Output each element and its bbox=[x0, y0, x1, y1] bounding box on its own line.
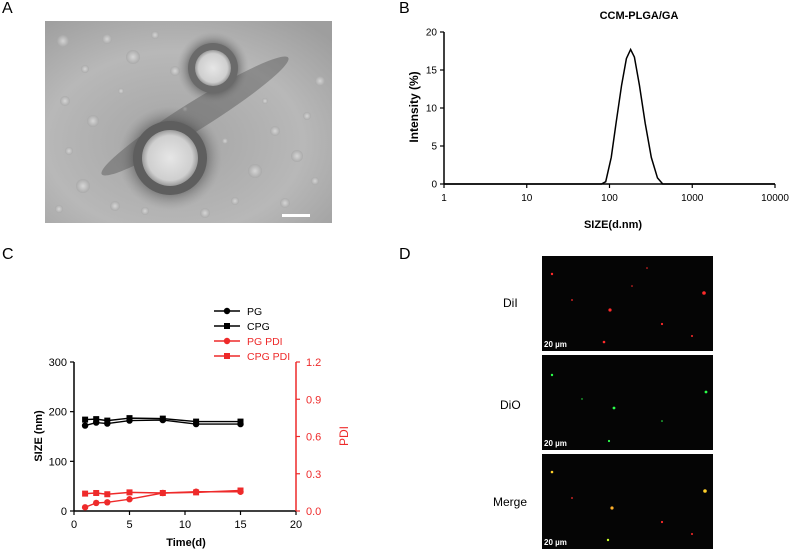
chart-b-y-tick-label: 20 bbox=[426, 28, 438, 39]
chart-c-y-tick-label: 300 bbox=[49, 357, 67, 369]
chart-c-point-cpg bbox=[237, 418, 244, 425]
chart-b-y-tick-label: 5 bbox=[431, 142, 437, 153]
chart-c-x-tick-label: 5 bbox=[126, 519, 132, 531]
chart-c-y2-tick-label: 0.6 bbox=[306, 432, 321, 444]
legend-label-cpg-pdi: CPG PDI bbox=[247, 351, 290, 363]
legend-label-pg-pdi: PG PDI bbox=[247, 336, 283, 348]
chart-c-point-pg-pdi bbox=[104, 499, 111, 506]
chart-b-x-tick-label: 10 bbox=[521, 193, 533, 204]
chart-c-point-cpg-pdi bbox=[193, 489, 200, 496]
scale-label-dii: 20 µm bbox=[544, 340, 567, 349]
chart-b-x-tick-label: 1000 bbox=[681, 193, 704, 204]
image-label-merge: Merge bbox=[493, 495, 528, 509]
chart-c-x-tick-label: 20 bbox=[290, 519, 302, 531]
fluorescence-image-dii: 20 µm bbox=[542, 256, 713, 351]
stability-chart: SIZE (nm) PDI Time(d) 0 5 10 15 200100200300… bbox=[33, 306, 351, 549]
image-label-dii: DiI bbox=[503, 296, 518, 310]
chart-c-point-pg-pdi bbox=[126, 496, 133, 503]
chart-c-point-cpg bbox=[193, 418, 200, 425]
chart-b-x-tick-label: 10000 bbox=[761, 193, 789, 204]
chart-c-y-tick-label: 200 bbox=[49, 407, 67, 419]
chart-b-series-line bbox=[444, 47, 775, 185]
chart-c-y2label: PDI bbox=[337, 426, 351, 446]
chart-c-y2-tick-label: 0.0 bbox=[306, 506, 321, 518]
panel-letter-b: B bbox=[399, 0, 410, 17]
chart-c-point-cpg-pdi bbox=[104, 491, 111, 498]
chart-c-point-cpg-pdi bbox=[126, 489, 133, 496]
chart-c-point-cpg-pdi bbox=[237, 487, 244, 494]
chart-c-point-cpg-pdi bbox=[82, 490, 89, 497]
chart-c-x-tick-label: 15 bbox=[234, 519, 246, 531]
legend-marker-pg bbox=[223, 307, 231, 315]
chart-c-point-cpg-pdi bbox=[159, 489, 166, 496]
legend-label-cpg: CPG bbox=[247, 321, 270, 333]
tem-micrograph bbox=[45, 21, 332, 223]
chart-c-y2-tick-label: 0.9 bbox=[306, 394, 321, 406]
scale-label-merge: 20 µm bbox=[544, 538, 567, 547]
chart-b-y-tick-label: 0 bbox=[431, 180, 437, 191]
legend-label-pg: PG bbox=[247, 306, 262, 318]
chart-b-x-tick-label: 100 bbox=[601, 193, 618, 204]
chart-c-point-cpg-pdi bbox=[93, 489, 100, 496]
chart-b-xlabel: SIZE(d.nm) bbox=[584, 219, 642, 231]
legend-marker-pg-pdi bbox=[223, 337, 231, 345]
chart-c-y2-tick-label: 0.3 bbox=[306, 469, 321, 481]
tem-scale-bar bbox=[282, 214, 310, 217]
legend-marker-cpg-pdi bbox=[224, 353, 230, 359]
panel-letter-d: D bbox=[399, 246, 411, 263]
chart-c-ylabel: SIZE (nm) bbox=[33, 410, 45, 462]
chart-c-xlabel: Time(d) bbox=[166, 537, 206, 549]
chart-b-ylabel: Intensity (%) bbox=[407, 71, 421, 142]
chart-c-point-cpg bbox=[126, 415, 133, 422]
chart-b-title: CCM-PLGA/GA bbox=[600, 10, 679, 22]
chart-c-point-pg-pdi bbox=[93, 499, 100, 507]
scale-label-dio: 20 µm bbox=[544, 439, 567, 448]
chart-c-point-cpg bbox=[159, 415, 166, 422]
legend-marker-cpg bbox=[224, 323, 230, 329]
panel-letter-c: C bbox=[2, 246, 14, 263]
chart-c-point-cpg bbox=[104, 417, 111, 424]
chart-c-point-pg-pdi bbox=[81, 504, 89, 511]
dls-size-chart: CCM-PLGA/GA Intensity (%) SIZE(d.nm) 1 10… bbox=[407, 10, 789, 231]
chart-b-x-tick-label: 1 bbox=[441, 193, 447, 204]
chart-c-x-tick-label: 10 bbox=[179, 519, 191, 531]
chart-c-y-tick-label: 0 bbox=[61, 506, 67, 518]
image-label-dio: DiO bbox=[500, 398, 521, 412]
chart-b-y-tick-label: 15 bbox=[426, 66, 438, 77]
chart-c-point-pg bbox=[81, 422, 89, 429]
fluorescence-image-dio: 20 µm bbox=[542, 355, 713, 450]
chart-c-point-cpg bbox=[93, 416, 100, 423]
fluorescence-image-merge: 20 µm bbox=[542, 454, 713, 549]
chart-b-y-tick-label: 10 bbox=[426, 104, 438, 115]
panel-letter-a: A bbox=[2, 0, 13, 17]
chart-c-point-cpg bbox=[82, 416, 89, 423]
chart-c-y2-tick-label: 1.2 bbox=[306, 357, 321, 369]
chart-c-y-tick-label: 100 bbox=[49, 456, 67, 468]
chart-c-x-tick-label: 0 bbox=[71, 519, 77, 531]
